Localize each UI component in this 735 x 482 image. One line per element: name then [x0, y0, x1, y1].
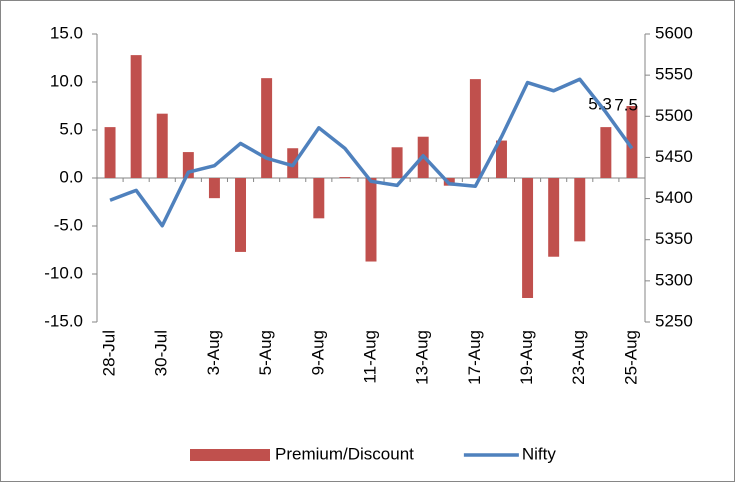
x-tick-label: 30-Jul: [152, 330, 171, 376]
y2-tick-label: 5600: [655, 23, 693, 42]
bar: [261, 78, 273, 178]
x-tick-label: 28-Jul: [100, 330, 119, 376]
x-tick-label: 19-Aug: [517, 330, 536, 385]
y2-tick-label: 5400: [655, 188, 693, 207]
y-tick-label: -5.0: [54, 215, 83, 234]
bar: [626, 106, 638, 178]
x-tick-label: 13-Aug: [413, 330, 432, 385]
y-tick-label: 5.0: [59, 119, 83, 138]
bar: [522, 178, 534, 298]
x-tick-label: 17-Aug: [465, 330, 484, 385]
y2-tick-label: 5550: [655, 65, 693, 84]
bar: [391, 147, 403, 178]
x-tick-label: 5-Aug: [256, 330, 275, 375]
bar: [600, 127, 612, 178]
bar: [235, 178, 247, 252]
y-tick-label: 15.0: [50, 23, 83, 42]
legend-label: Premium/Discount: [275, 444, 414, 463]
bar: [339, 177, 351, 178]
bar: [182, 152, 194, 178]
bar: [548, 178, 560, 257]
bar: [365, 178, 377, 262]
bar: [313, 178, 325, 219]
bar: [156, 113, 168, 178]
x-tick-label: 25-Aug: [621, 330, 640, 385]
x-tick-label: 3-Aug: [204, 330, 223, 375]
y-tick-label: 0.0: [59, 167, 83, 186]
y2-tick-label: 5450: [655, 147, 693, 166]
y-tick-label: -10.0: [44, 263, 83, 282]
y2-tick-label: 5500: [655, 106, 693, 125]
y2-tick-label: 5300: [655, 270, 693, 289]
y2-tick-label: 5250: [655, 311, 693, 330]
bar: [495, 140, 507, 178]
bar: [130, 55, 142, 179]
line: [109, 77, 634, 228]
y-tick-label: -15.0: [44, 311, 83, 330]
legend-label: Nifty: [522, 444, 557, 463]
bar: [469, 79, 481, 178]
bar: [104, 127, 116, 178]
x-tick-label: 11-Aug: [360, 330, 379, 384]
data-label: 7.5: [614, 95, 638, 114]
x-tick-label: 23-Aug: [569, 330, 588, 385]
bar: [574, 178, 586, 242]
legend-swatch: [190, 449, 270, 461]
y-tick-label: 10.0: [50, 71, 83, 90]
y2-tick-label: 5350: [655, 229, 693, 248]
bar: [208, 178, 220, 199]
x-tick-label: 9-Aug: [308, 330, 327, 375]
